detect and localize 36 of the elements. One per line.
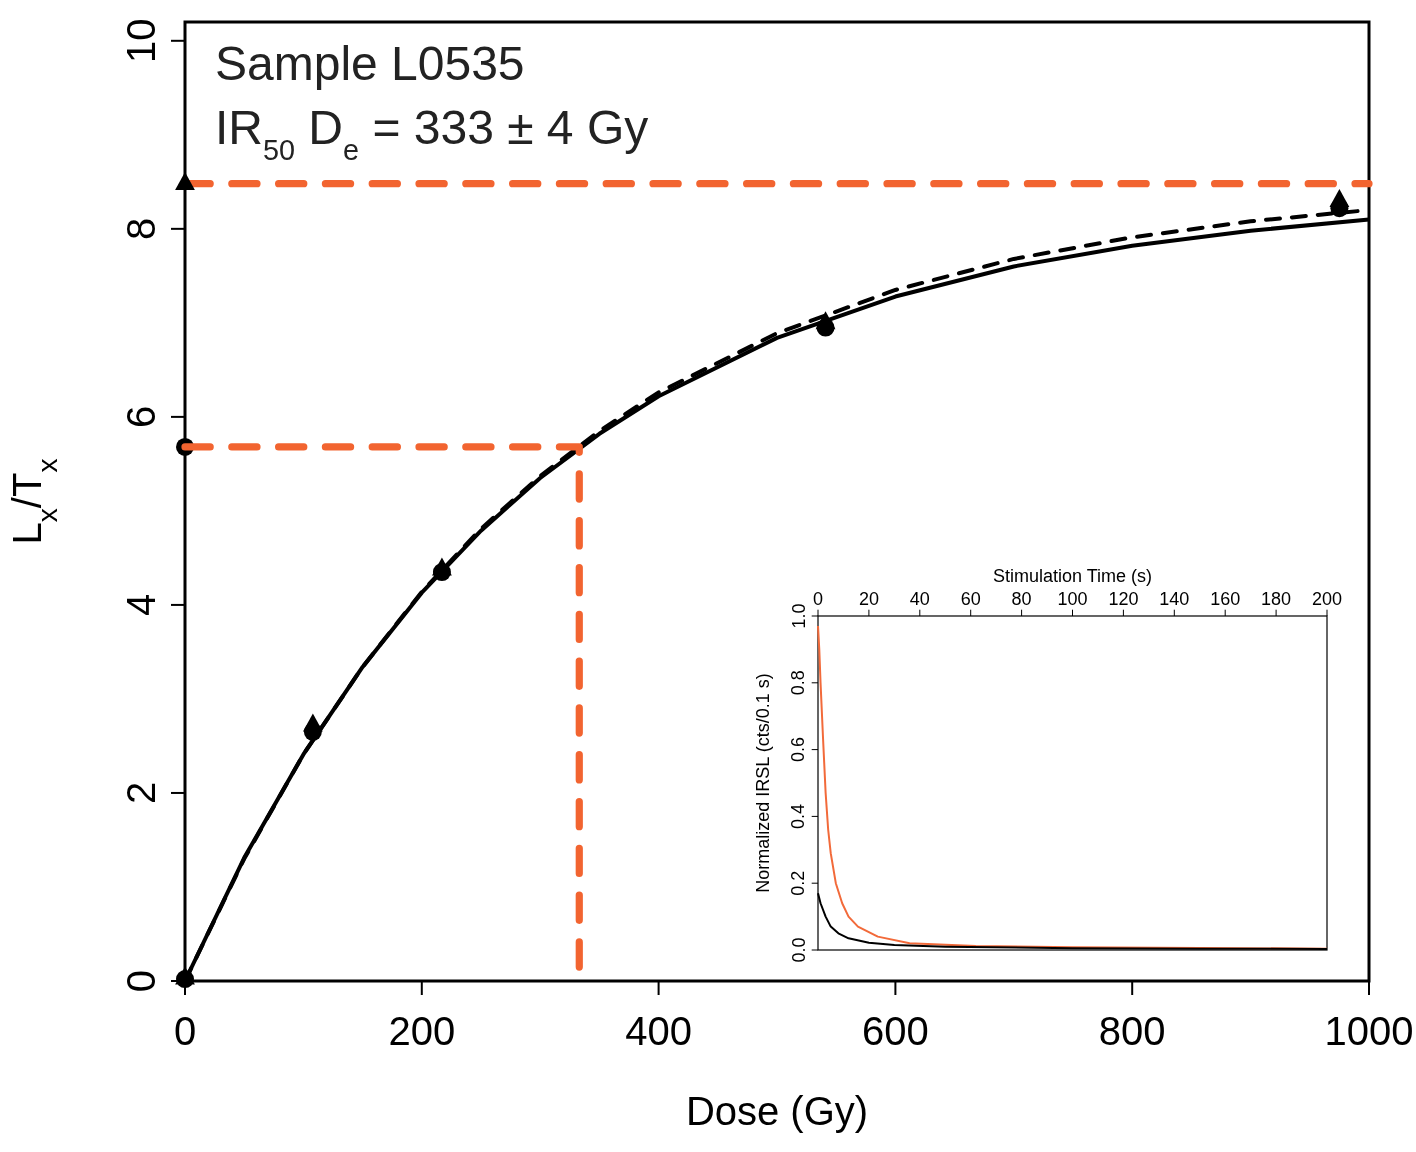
y-tick-label: 1.0: [788, 603, 809, 629]
y-tick-label: 4: [119, 593, 163, 617]
x-tick-label: 400: [625, 1009, 692, 1053]
point: [1329, 188, 1350, 207]
y-tick-label: 8: [119, 217, 163, 240]
y-tick-label: 0.6: [788, 737, 809, 763]
point: [175, 172, 195, 191]
x-tick-label: 100: [1057, 589, 1088, 610]
x-tick-label: 600: [862, 1009, 929, 1053]
x-tick-label: 180: [1261, 589, 1292, 610]
y-tick-label: 2: [119, 781, 163, 805]
x-tick-label: 200: [1311, 589, 1343, 610]
annotation: Sample L0535: [215, 36, 525, 90]
x-axis-title: Dose (Gy): [685, 1089, 869, 1133]
x-tick-label: 200: [388, 1009, 456, 1053]
x-tick-label: 40: [909, 589, 930, 610]
y-tick-label: 6: [119, 405, 163, 429]
x-tick-label: 120: [1108, 589, 1139, 610]
y-tick-label: 0.0: [788, 937, 809, 963]
x-axis-title: Stimulation Time (s): [992, 565, 1153, 586]
y-tick-label: 10: [119, 18, 163, 64]
x-tick-label: 0: [173, 1009, 197, 1053]
annotation: IR$_{50}$ D$_{e}$ = 333 ± 4 Gy: [215, 101, 649, 167]
x-tick-label: 80: [1011, 589, 1032, 610]
x-tick-label: 1000: [1324, 1009, 1414, 1053]
x-tick-label: 20: [858, 589, 879, 610]
x-tick-label: 60: [960, 589, 981, 610]
y-tick-label: 0.4: [788, 803, 809, 829]
x-tick-label: 160: [1210, 589, 1241, 610]
y-tick-label: 0.2: [788, 870, 809, 896]
x-tick-label: 800: [1098, 1009, 1166, 1053]
x-tick-label: 140: [1159, 589, 1190, 610]
y-axis-title: Normalized IRSL (cts/0.1 s): [753, 673, 774, 893]
y-tick-label: 0: [119, 969, 163, 993]
x-tick-label: 0: [812, 589, 824, 610]
y-tick-label: 0.8: [788, 670, 809, 696]
